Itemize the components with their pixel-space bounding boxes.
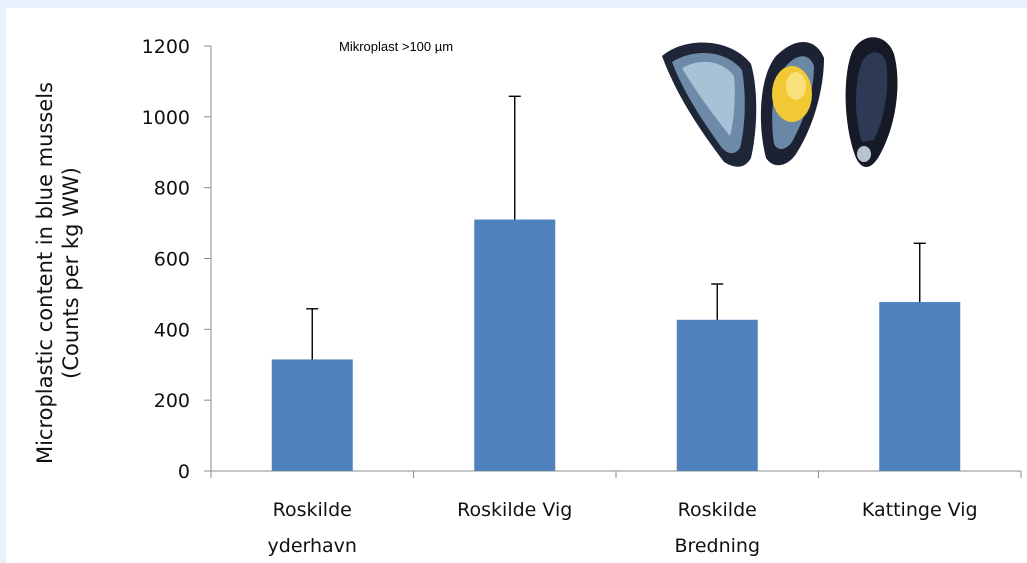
y-tick-label: 800 (154, 178, 190, 200)
y-tick-label: 1000 (142, 107, 190, 129)
y-tick-label: 400 (154, 319, 190, 341)
chart-title: Mikroplast >100 µm (339, 39, 453, 54)
y-axis-label: Microplastic content in blue mussels (Co… (33, 82, 83, 464)
bar (271, 359, 353, 471)
y-tick-label: 0 (178, 461, 190, 483)
y-axis-label-line-2: (Counts per kg WW) (59, 167, 83, 379)
bar (474, 219, 556, 471)
mussel-shells-illustration (662, 37, 898, 168)
x-tick-label: Roskilde yderhavn (268, 499, 357, 557)
x-tick-labels: Roskilde yderhavn Roskilde Vig Roskilde Bred… (268, 499, 978, 557)
bar-chart: Microplastic content in blue mussels (Co… (33, 36, 1022, 557)
bar (879, 302, 961, 471)
y-tick-label: 1200 (142, 36, 190, 58)
bars (271, 219, 961, 471)
bar (676, 319, 758, 471)
mussel-shell-open-right (760, 41, 824, 166)
x-tick-label: Roskilde Bredning (674, 499, 760, 557)
error-bars (306, 95, 926, 414)
x-tick-label: Roskilde Vig (457, 499, 572, 521)
y-tick-label: 200 (154, 390, 190, 412)
y-tick-label: 600 (154, 249, 190, 271)
mussel-shell-open-left (662, 42, 757, 167)
chart-area: Microplastic content in blue mussels (Co… (6, 8, 1027, 563)
x-tick-label: Kattinge Vig (862, 499, 978, 521)
y-axis-label-line-1: Microplastic content in blue mussels (33, 82, 57, 464)
mussel-shell-closed (845, 37, 898, 168)
y-ticks: 0 200 400 600 800 1000 1200 (142, 36, 211, 483)
